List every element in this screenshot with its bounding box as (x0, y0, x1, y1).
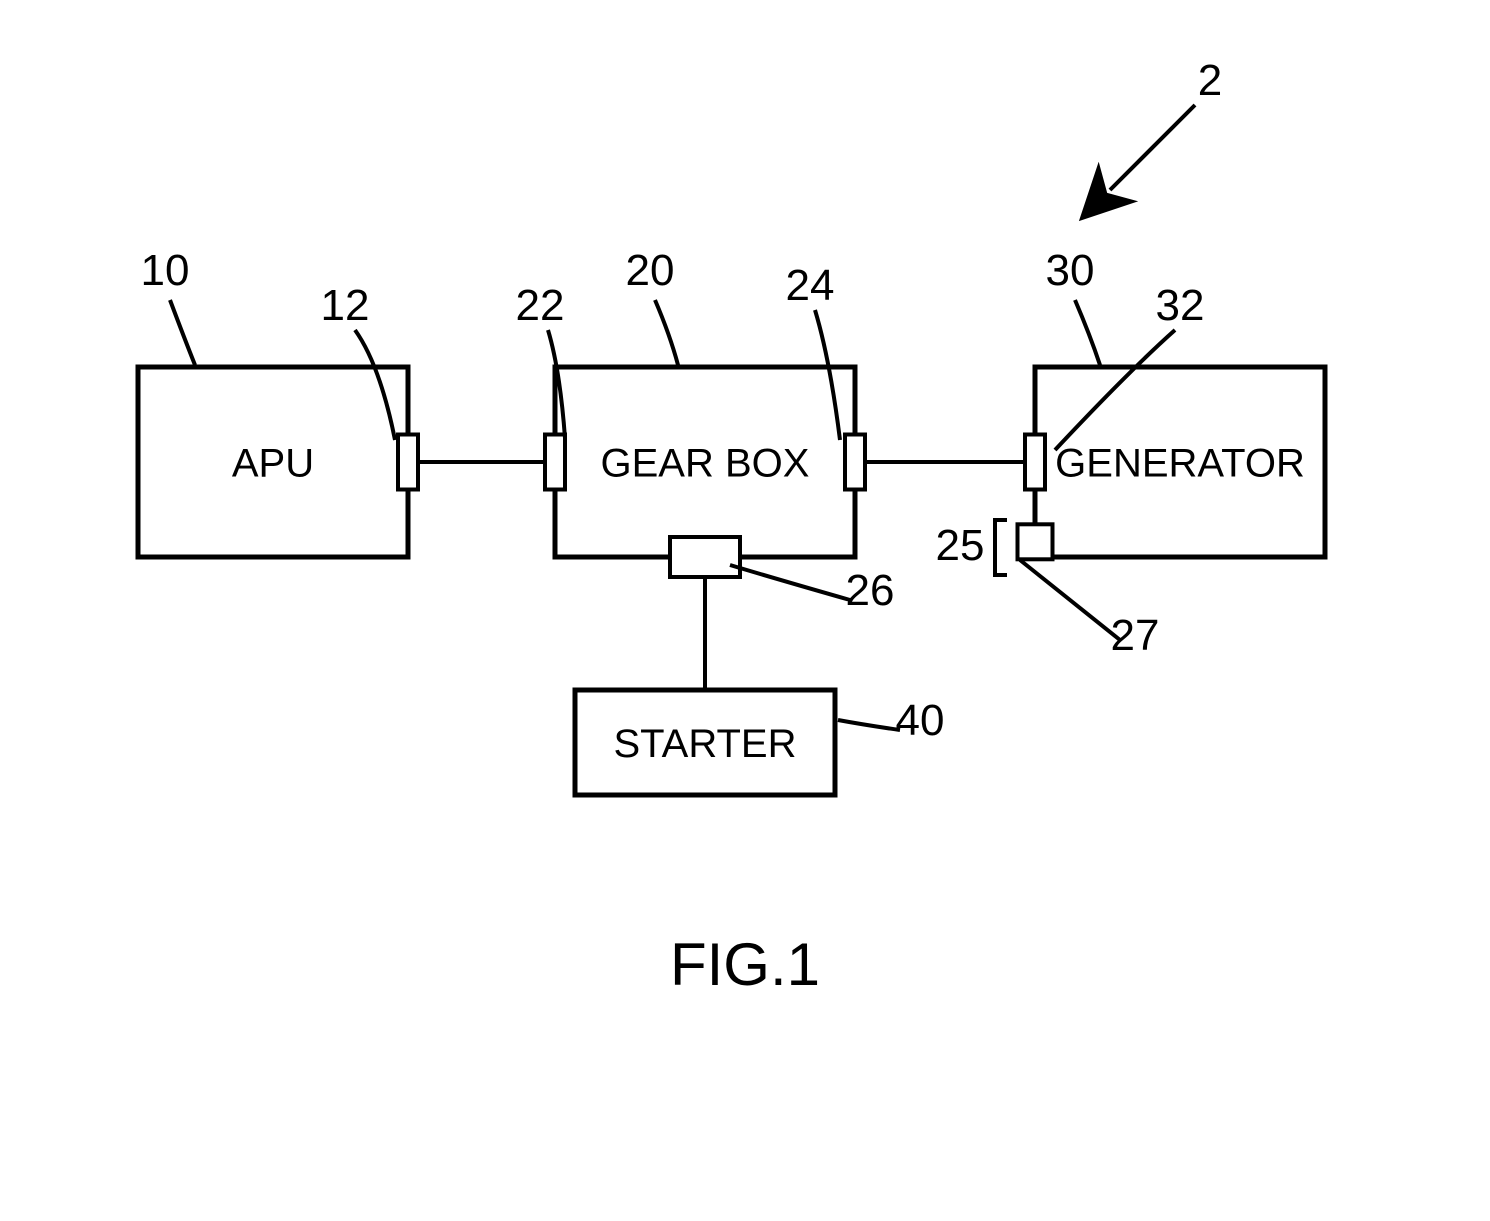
ref-r22: 22 (516, 281, 565, 330)
ref-r32: 32 (1156, 281, 1205, 330)
apu-label: APU (232, 442, 314, 486)
ref-r30: 30 (1046, 246, 1095, 295)
bracket-r25 (995, 520, 1007, 575)
p12-port (398, 435, 418, 490)
gearbox-label: GEAR BOX (601, 442, 810, 486)
leader-r40 (838, 720, 900, 730)
leader-r2 (1110, 105, 1195, 190)
p26-port (670, 537, 740, 577)
leader-r20 (655, 300, 678, 365)
ref-r20: 20 (626, 246, 675, 295)
ref-r10: 10 (141, 246, 190, 295)
leader-r12 (355, 330, 395, 440)
starter-label: STARTER (614, 722, 797, 766)
leader-r10 (170, 300, 195, 365)
ref-r2: 2 (1198, 56, 1222, 105)
ref-r24: 24 (786, 261, 835, 310)
ref-r40: 40 (896, 696, 945, 745)
leader-r27 (1020, 560, 1120, 640)
diagram-canvas: APU GEAR BOX GENERATOR STARTER 2 10 12 20 22 24 30… (0, 0, 1490, 1221)
ref-r12: 12 (321, 281, 370, 330)
leader-r24 (815, 310, 840, 440)
p24-port (845, 435, 865, 490)
ref-r26: 26 (846, 566, 895, 615)
ref-r25: 25 (936, 521, 985, 570)
p22-port (545, 435, 565, 490)
p27-port (1018, 524, 1053, 559)
ref-r27: 27 (1111, 611, 1160, 660)
leader-r26 (730, 565, 850, 600)
leader-r32 (1055, 330, 1175, 450)
leader-r30 (1075, 300, 1100, 365)
p32-port (1025, 435, 1045, 490)
figure-label: FIG.1 (670, 931, 820, 998)
generator-label: GENERATOR (1055, 442, 1305, 486)
